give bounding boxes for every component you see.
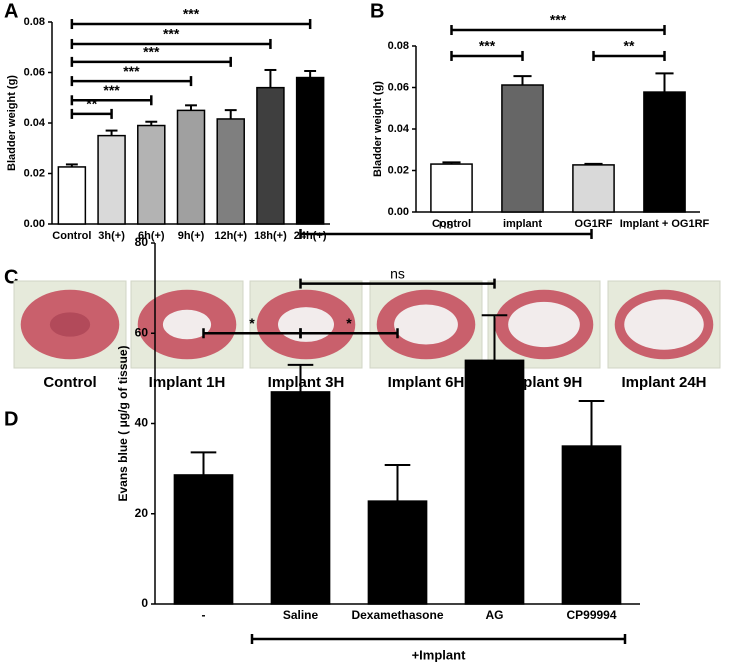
- y-tick-label: 0.02: [24, 167, 45, 179]
- x-tick-label: implant: [503, 218, 542, 230]
- y-tick-label: 0.08: [388, 40, 409, 52]
- bar: [97, 134, 126, 225]
- x-tick-label: -: [202, 608, 206, 622]
- lumen: [162, 309, 212, 340]
- y-axis-label: Bladder weight (g): [6, 75, 18, 171]
- y-tick-label: 0.00: [24, 218, 45, 230]
- x-tick-label: Control: [52, 230, 91, 242]
- significance-label: *: [249, 315, 255, 331]
- bar: [464, 359, 525, 605]
- y-tick-label: 0.06: [24, 66, 45, 78]
- y-tick-label: 0.04: [24, 117, 46, 129]
- x-tick-label: 18h(+): [254, 230, 287, 242]
- lumen: [624, 299, 704, 350]
- bar: [561, 445, 622, 605]
- significance-label: *: [346, 315, 352, 331]
- bar: [216, 118, 245, 225]
- y-tick-label: 60: [135, 325, 149, 339]
- caption: Implant 1H: [149, 374, 226, 391]
- y-axis-label: Bladder weight (g): [372, 81, 384, 177]
- micrographs: Control Implant 1H Implant 3H Implant 6H Imp…: [13, 280, 721, 391]
- bar: [643, 91, 686, 213]
- y-tick-label: 40: [135, 416, 149, 430]
- bar: [176, 109, 206, 225]
- bar: [57, 166, 87, 225]
- bar: [137, 124, 166, 225]
- significance-label: ***: [123, 63, 140, 79]
- lumen: [508, 301, 580, 348]
- significance-label: ***: [550, 12, 567, 28]
- bar: [270, 391, 331, 605]
- x-tick-label: 3h(+): [98, 230, 125, 242]
- bar: [367, 500, 428, 605]
- significance-label: ***: [163, 26, 180, 42]
- bar: [256, 86, 285, 225]
- panel-letter: B: [370, 0, 384, 22]
- x-tick-label: Control: [432, 218, 471, 230]
- panel-letter: D: [4, 408, 18, 430]
- x-tick-label: 12h(+): [214, 230, 247, 242]
- lumen: [278, 307, 334, 342]
- bar: [501, 84, 544, 213]
- x-tick-label: Dexamethasone: [351, 608, 443, 622]
- y-tick-label: 20: [135, 506, 149, 520]
- significance-label: ***: [183, 6, 200, 22]
- x-tick-label: CP99994: [566, 608, 616, 622]
- bar: [430, 163, 473, 213]
- x-tick-label: AG: [486, 608, 504, 622]
- x-tick-label: Implant + OG1RF: [620, 218, 710, 230]
- lumen: [49, 312, 91, 337]
- bar: [295, 76, 325, 225]
- significance-label: ***: [103, 82, 120, 98]
- y-tick-label: 0: [141, 596, 148, 610]
- x-tick-label: 24h(+): [294, 230, 327, 242]
- y-tick-label: 0.06: [388, 81, 409, 93]
- y-tick-label: 0.02: [388, 164, 409, 176]
- y-tick-label: 80: [135, 235, 149, 249]
- significance-label: **: [86, 96, 97, 112]
- significance-label: ***: [479, 38, 496, 54]
- bar: [173, 474, 234, 605]
- caption: Implant 9H: [506, 374, 583, 391]
- lumen: [394, 304, 458, 345]
- x-tick-label: OG1RF: [575, 218, 613, 230]
- x-tick-label: 9h(+): [178, 230, 205, 242]
- y-tick-label: 0.08: [24, 16, 45, 28]
- y-axis-label: Evans blue ( μg/g of tissue): [116, 345, 130, 501]
- significance-label: ns: [439, 216, 454, 232]
- significance-label: ***: [143, 44, 160, 60]
- caption: Implant 3H: [268, 374, 345, 391]
- bar: [572, 164, 615, 213]
- significance-label: **: [624, 38, 635, 54]
- caption: Control: [43, 374, 96, 391]
- y-tick-label: 0.04: [388, 123, 410, 135]
- caption: Implant 24H: [621, 374, 706, 391]
- significance-label: ns: [390, 265, 405, 281]
- panel-letter: A: [4, 0, 18, 22]
- y-tick-label: 0.00: [388, 206, 409, 218]
- x-tick-label: 6h(+): [138, 230, 165, 242]
- group-label: +Implant: [412, 647, 466, 662]
- x-tick-label: Saline: [283, 608, 319, 622]
- caption: Implant 6H: [388, 374, 465, 391]
